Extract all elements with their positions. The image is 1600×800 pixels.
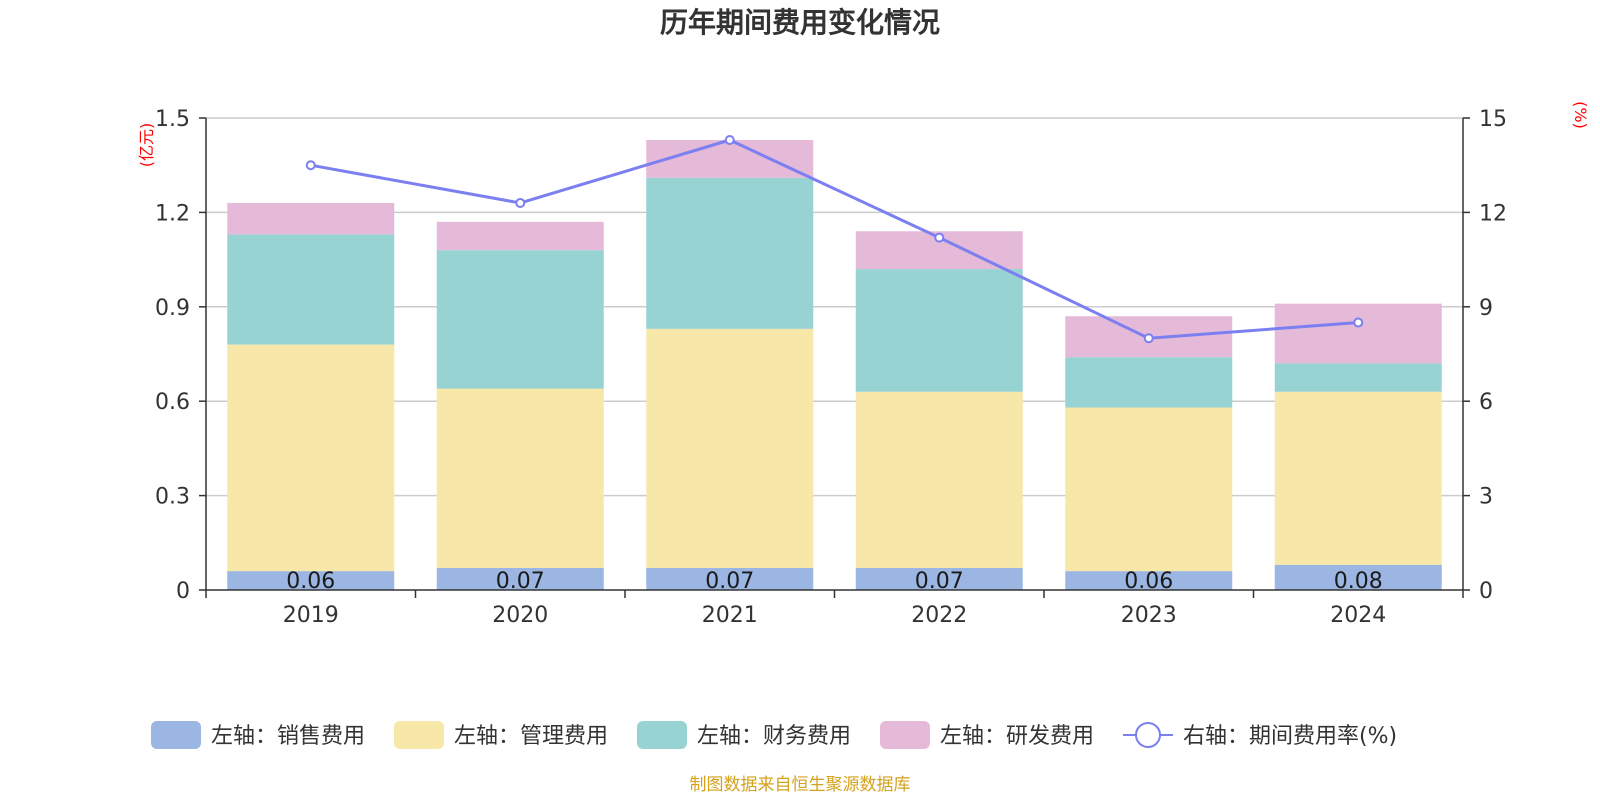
legend-label: 左轴：管理费用 bbox=[454, 724, 608, 749]
right-axis-unit: (%) bbox=[1571, 101, 1590, 129]
legend-label: 右轴：期间费用率(%) bbox=[1183, 724, 1397, 749]
rate-point bbox=[1354, 319, 1362, 327]
right-axis-tick-label: 12 bbox=[1479, 201, 1507, 226]
bar-segment-series-3 bbox=[856, 269, 1023, 392]
legend-swatch bbox=[880, 721, 930, 749]
bar-segment-series-3 bbox=[1275, 363, 1442, 391]
left-axis-unit: (亿元) bbox=[137, 123, 156, 168]
bar-segment-series-3 bbox=[437, 250, 604, 388]
grid-lines bbox=[206, 118, 1463, 496]
bar-segment-series-2 bbox=[1275, 392, 1442, 565]
bar-segment-series-3 bbox=[646, 178, 813, 329]
x-axis-tick-label: 2020 bbox=[492, 603, 548, 628]
legend: 左轴：销售费用 左轴：管理费用 左轴：财务费用 左轴：研发费用 右轴：期间费用率(%) bbox=[151, 721, 1397, 749]
right-axis-tick-label: 6 bbox=[1479, 390, 1493, 415]
period-expense-chart: 历年期间费用变化情况 0.06 0.07 0.07 0.07 0.06 0.08 00.3… bbox=[0, 0, 1600, 800]
bar-segment-series-2 bbox=[856, 392, 1023, 568]
bar-series bbox=[227, 140, 1442, 590]
bar-segment-series-2 bbox=[437, 389, 604, 568]
right-axis-tick-label: 9 bbox=[1479, 296, 1493, 321]
right-axis-tick-label: 0 bbox=[1479, 579, 1493, 604]
bar-segment-series-2 bbox=[1065, 407, 1232, 571]
source-note: 制图数据来自恒生聚源数据库 bbox=[690, 775, 911, 795]
x-axis-tick-label: 2024 bbox=[1330, 603, 1386, 628]
bar-segment-series-4 bbox=[227, 203, 394, 234]
left-axis-tick-label: 1.2 bbox=[155, 201, 190, 226]
x-axis-tick-label: 2019 bbox=[283, 603, 339, 628]
bar-segment-series-3 bbox=[227, 234, 394, 344]
left-axis-tick-label: 0.9 bbox=[155, 296, 190, 321]
left-axis-tick-label: 1.5 bbox=[155, 107, 190, 132]
bar-segment-series-4 bbox=[437, 222, 604, 250]
x-axis-tick-label: 2023 bbox=[1121, 603, 1177, 628]
rate-point bbox=[1145, 334, 1153, 342]
rate-point bbox=[516, 199, 524, 207]
legend-swatch bbox=[637, 721, 687, 749]
bar-segment-series-2 bbox=[227, 345, 394, 572]
rate-point bbox=[307, 161, 315, 169]
rate-point bbox=[935, 234, 943, 242]
left-axis-tick-label: 0.3 bbox=[155, 485, 190, 510]
left-axis-tick-label: 0.6 bbox=[155, 390, 190, 415]
bar-segment-series-2 bbox=[646, 329, 813, 568]
legend-marker-icon bbox=[1136, 723, 1160, 747]
bar-segment-series-4 bbox=[1275, 304, 1442, 364]
x-axis-tick-label: 2022 bbox=[911, 603, 967, 628]
right-axis-tick-label: 3 bbox=[1479, 485, 1493, 510]
x-axis-tick-label: 2021 bbox=[702, 603, 758, 628]
left-axis-tick-label: 0 bbox=[176, 579, 190, 604]
right-axis-tick-label: 15 bbox=[1479, 107, 1507, 132]
legend-label: 左轴：销售费用 bbox=[211, 724, 365, 749]
legend-swatch bbox=[151, 721, 201, 749]
legend-swatch bbox=[394, 721, 444, 749]
legend-label: 左轴：研发费用 bbox=[940, 724, 1094, 749]
chart-title: 历年期间费用变化情况 bbox=[660, 6, 940, 39]
bar-segment-series-3 bbox=[1065, 357, 1232, 407]
rate-point bbox=[726, 136, 734, 144]
legend-label: 左轴：财务费用 bbox=[697, 724, 851, 749]
